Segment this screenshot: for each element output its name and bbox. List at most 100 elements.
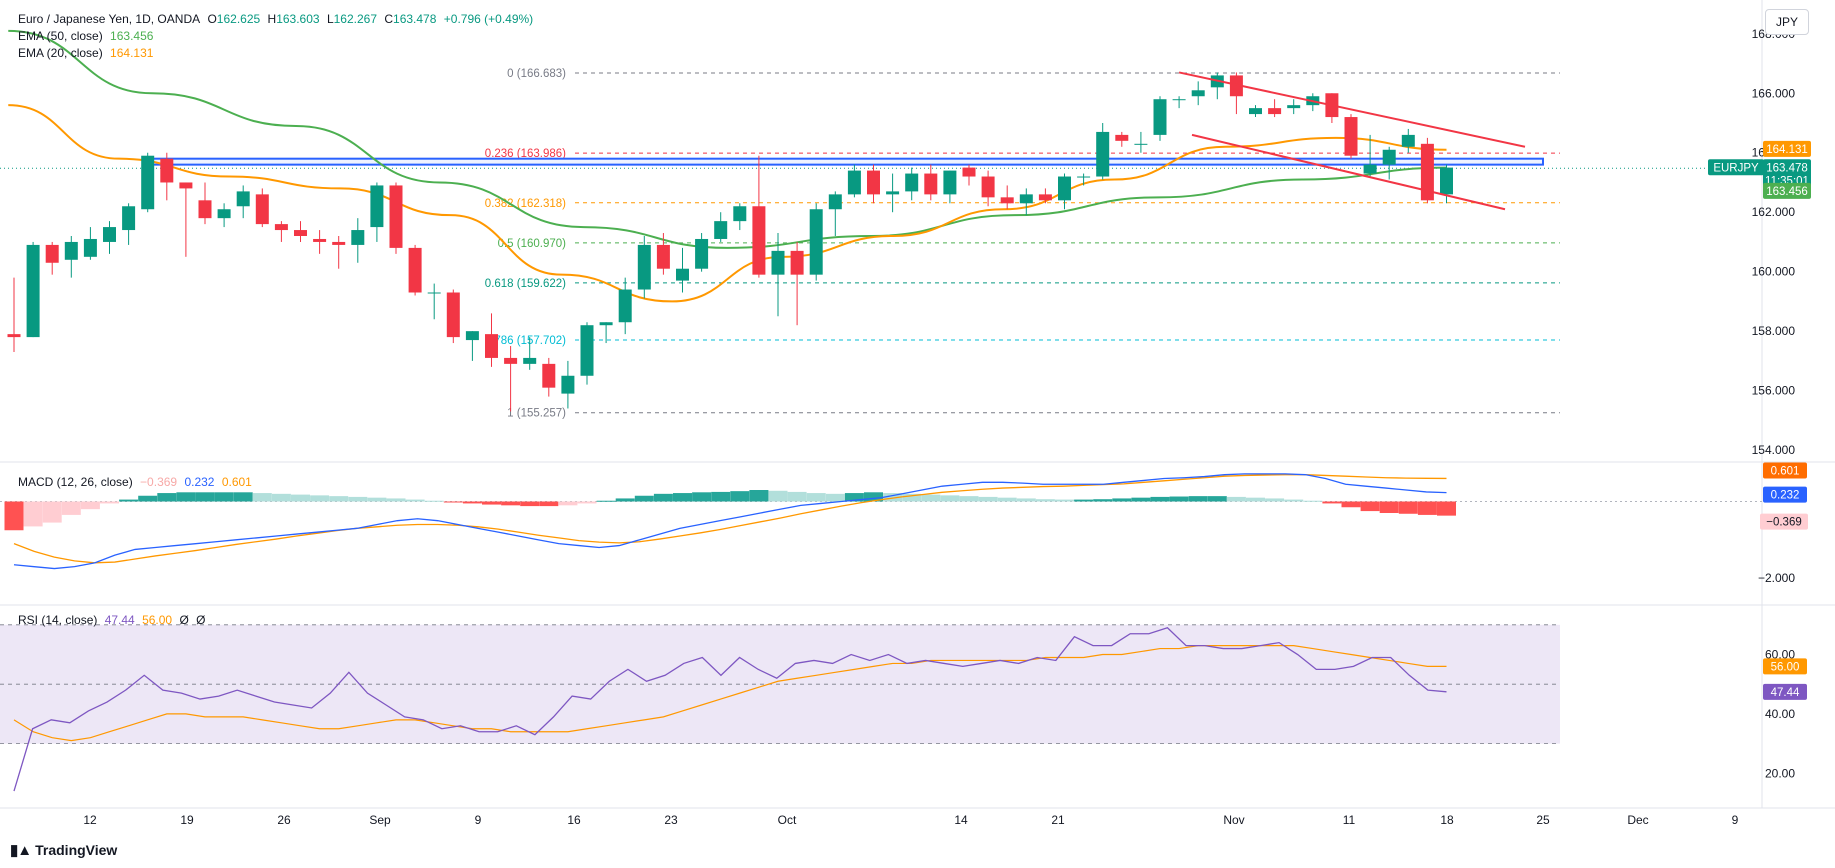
macd-histogram-bar — [1016, 498, 1036, 502]
macd-histogram-bar — [1169, 496, 1189, 502]
ema50-legend: EMA (50, close) 163.456 — [18, 28, 157, 44]
rsi-ma-value: 56.00 — [142, 613, 173, 627]
macd-histogram-bar — [1226, 496, 1246, 502]
rsi-axis-tick: 40.00 — [1765, 707, 1795, 721]
last-price-label-bg — [1763, 159, 1811, 191]
low-label: L — [326, 12, 334, 26]
tradingview-logo[interactable]: ▮▲ TradingView — [10, 841, 117, 859]
macd-histogram-bar — [1284, 499, 1304, 502]
fib-level-label: 0.382 (162.318) — [485, 198, 566, 210]
macd-histogram-bar — [42, 501, 62, 523]
ema20-price-label: 164.131 — [1763, 140, 1811, 157]
macd-histogram-bar — [386, 498, 406, 502]
macd-line-value: 0.232 — [184, 475, 215, 489]
candle-body — [1077, 176, 1091, 178]
candle-body — [809, 209, 823, 275]
rsi-ma-label-text: 56.00 — [1771, 661, 1800, 673]
time-axis-tick: 14 — [954, 813, 968, 827]
macd-hist-label: −0.369 — [1760, 513, 1808, 530]
macd-histogram-bar — [271, 493, 291, 502]
candle-body — [1420, 143, 1434, 201]
macd-histogram-bar — [978, 496, 998, 502]
macd-histogram-bar — [1093, 499, 1113, 502]
macd-histogram-bar — [959, 496, 979, 502]
macd-histogram-bar — [443, 501, 463, 503]
macd-histogram-bar — [80, 501, 100, 510]
fib-level-label: 0.786 (157.702) — [485, 335, 566, 347]
ema50-price-label: 163.456 — [1763, 182, 1811, 199]
time-axis-tick: Dec — [1627, 813, 1648, 827]
macd-histogram-bar — [539, 501, 559, 507]
macd-histogram-bar — [1112, 498, 1132, 502]
time-axis-tick: 23 — [664, 813, 678, 827]
macd-histogram-bar — [367, 497, 387, 502]
rsi-extra1: Ø — [179, 613, 189, 627]
candle-body — [523, 357, 537, 364]
macd-signal-line — [13, 474, 1447, 564]
time-axis-tick: Oct — [778, 813, 797, 827]
candle-body — [1249, 108, 1262, 115]
candle-body — [924, 173, 938, 195]
candle-body — [962, 167, 976, 177]
candle-body — [45, 244, 59, 263]
candle-body — [1344, 117, 1358, 156]
rsi-line — [13, 627, 1447, 792]
time-axis-tick: 25 — [1536, 813, 1550, 827]
candle-body — [255, 194, 269, 225]
macd-histogram-bar — [176, 492, 196, 502]
macd-histogram-bar — [883, 493, 903, 502]
macd-histogram-bar — [23, 501, 43, 527]
macd-signal-label: 0.601 — [1763, 462, 1807, 479]
candle-body — [1268, 108, 1282, 115]
candle-body — [1382, 149, 1396, 165]
candle-body — [695, 238, 709, 269]
high-label: H — [267, 12, 277, 26]
macd-histogram-bar — [329, 496, 349, 502]
macd-histogram-bar — [940, 495, 960, 502]
candle-body — [1440, 167, 1453, 195]
currency-button[interactable]: JPY — [1765, 9, 1809, 35]
candle-body — [1134, 143, 1148, 145]
candle-body — [141, 155, 155, 210]
macd-histogram-bar — [233, 492, 253, 502]
candle-body — [7, 334, 21, 338]
ema20-price-label-text: 164.131 — [1766, 144, 1808, 156]
rsi-axis-tick: 60.00 — [1765, 648, 1795, 662]
rsi-extra2: Ø — [196, 613, 206, 627]
resistance-zone — [147, 157, 1544, 166]
macd-histogram-bar — [692, 492, 712, 502]
candle-body — [504, 357, 518, 364]
macd-histogram-bar — [921, 494, 941, 502]
time-axis-tick: 21 — [1051, 813, 1065, 827]
candle-body — [1172, 99, 1186, 101]
symbol-title: Euro / Japanese Yen, 1D, OANDA — [18, 12, 201, 26]
macd-histogram-bar — [1360, 501, 1380, 512]
brand-label: TradingView — [35, 842, 118, 858]
candle-body — [790, 250, 804, 275]
high-value: 163.603 — [276, 12, 320, 26]
ema20-line — [8, 104, 1447, 303]
price-axis-tick: 160.000 — [1752, 265, 1796, 279]
macd-histogram-bar — [902, 493, 922, 502]
candle-body — [236, 191, 250, 207]
candle-body — [867, 170, 880, 195]
macd-histogram-bar — [348, 496, 368, 502]
candle-body — [1058, 176, 1071, 201]
candle-body — [637, 244, 651, 290]
symbol-price-label-bg — [1708, 159, 1764, 176]
macd-histogram-bar — [100, 501, 119, 504]
symbol-price-label: EURJPY — [1708, 159, 1764, 176]
candle-body — [1287, 105, 1301, 109]
candle-body — [618, 289, 632, 323]
candle-body — [408, 247, 422, 293]
macd-histogram-bar — [1265, 498, 1285, 502]
macd-hist-value: −0.369 — [140, 475, 178, 489]
candle-body — [427, 292, 441, 294]
candle-body — [656, 244, 670, 269]
time-axis-tick: 19 — [180, 813, 194, 827]
candle-body — [1096, 131, 1110, 177]
candle-body — [847, 170, 861, 195]
open-label: O — [207, 12, 217, 26]
